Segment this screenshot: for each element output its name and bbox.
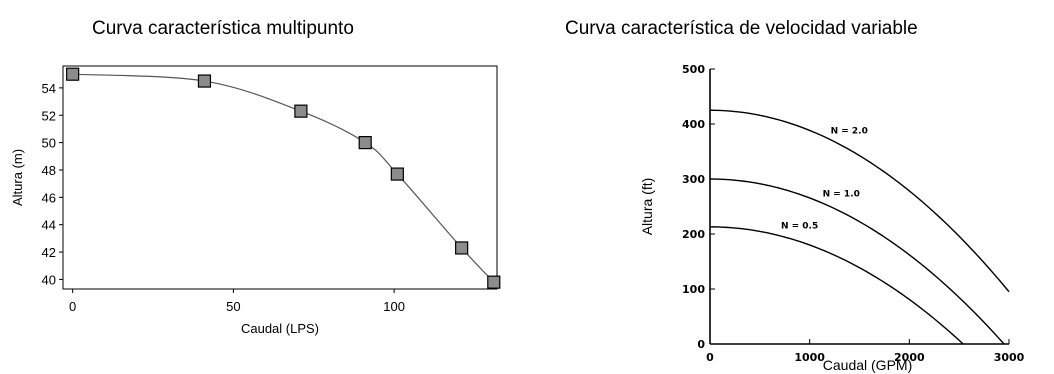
x-tick-label: 50 [226,299,240,314]
y-tick-label: 100 [682,283,705,296]
y-tick-label: 0 [697,338,705,351]
y-axis-label: Altura (m) [10,149,25,206]
speed-curve [709,226,964,345]
y-tick-label: 200 [682,228,705,241]
data-point-marker [358,136,372,150]
x-tick-label: 0 [706,351,714,364]
y-tick-label: 400 [682,118,705,131]
y-tick-label: 48 [42,163,56,178]
data-point-marker [487,275,501,289]
y-tick-label: 54 [42,81,56,96]
curve-label: N = 1.0 [823,189,860,199]
y-tick-label: 52 [42,108,56,123]
data-point-marker [455,241,469,255]
y-axis-label: Altura (ft) [639,178,655,236]
y-tick-label: 300 [682,173,705,186]
y-tick-label: 42 [42,245,56,260]
x-tick-label: 1000 [794,351,825,364]
data-point-marker [390,167,404,181]
chart-title-left: Curva característica multipunto [92,18,354,39]
y-tick-label: 40 [42,272,56,287]
x-axis-label: Caudal (LPS) [241,321,319,336]
curve-label: N = 0.5 [781,221,818,231]
speed-curve [709,178,1005,345]
y-tick-label: 46 [42,190,56,205]
y-tick-label: 44 [42,218,56,233]
y-tick-label: 500 [682,63,705,76]
data-point-marker [294,104,308,118]
chart-title-right: Curva característica de velocidad variab… [565,18,918,39]
data-point-marker [66,67,80,81]
x-tick-label: 2000 [894,351,925,364]
y-tick-label: 50 [42,136,56,151]
x-axis-label: Caudal (GPM) [823,357,912,373]
data-point-marker [197,74,212,88]
speed-curve [709,109,1010,293]
x-tick-label: 100 [383,299,405,314]
curve-label: N = 2.0 [831,126,868,136]
x-tick-label: 0 [69,299,76,314]
x-tick-label: 3000 [994,351,1025,364]
